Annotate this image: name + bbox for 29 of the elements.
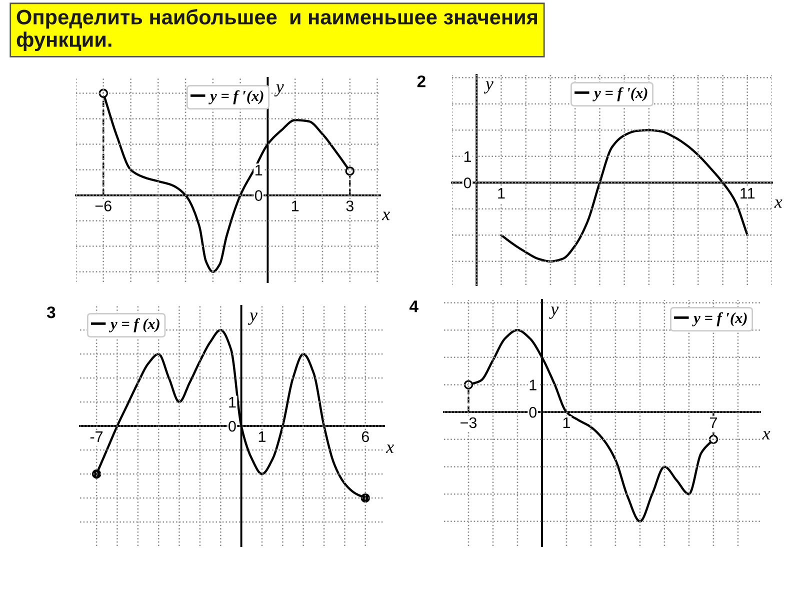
x-axis-title: x (774, 199, 782, 208)
legend-label: y = f ′(x) (208, 90, 264, 104)
y-tick-label: 0 (228, 420, 236, 432)
text: 3 (46, 306, 56, 318)
y-axis-title: y (549, 306, 559, 319)
y-axis-title: y (274, 84, 284, 96)
y-axis-title: y (484, 81, 494, 94)
x-axis-title: x (382, 212, 390, 220)
x-tick-label: 1 (563, 417, 570, 428)
x-tick-label: 7 (710, 417, 717, 428)
y-axis-title: y (248, 312, 258, 325)
x-tick-label: 1 (292, 200, 299, 212)
chart-title: Определить наибольшее и наименьшее значения функции. (16, 9, 538, 52)
y-tick-label: 0 (529, 406, 537, 418)
x-tick-label: -7 (90, 431, 103, 442)
x-tick-label: 6 (362, 431, 369, 442)
x-tick-label: 11 (740, 188, 755, 199)
legend-label: y = f ′(x) (692, 312, 747, 326)
x-axis-title: x (762, 431, 770, 440)
x-tick-label: −3 (460, 417, 477, 428)
legend-label: y = f (x) (109, 318, 160, 332)
y-tick-label: 0 (254, 190, 262, 201)
x-axis-title: x (386, 444, 394, 453)
x-tick-label: −6 (95, 200, 112, 212)
x-tick-label: 3 (346, 200, 354, 212)
text: 2 (417, 75, 426, 88)
legend-label: y = f '(x) (592, 87, 648, 102)
text: 4 (409, 300, 418, 312)
y-tick-label: 0 (464, 177, 472, 188)
